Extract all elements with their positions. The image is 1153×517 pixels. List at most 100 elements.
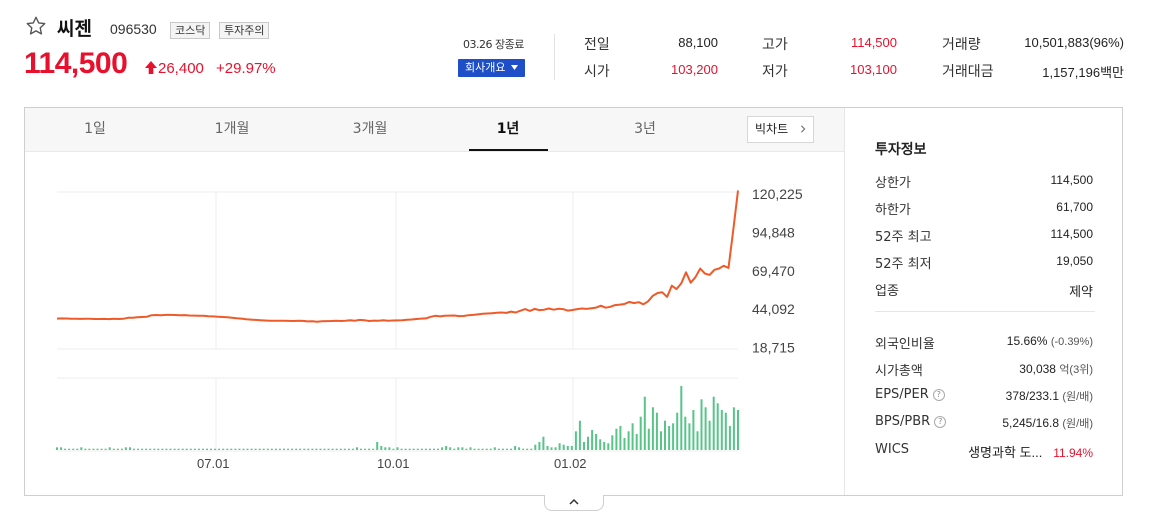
bps-pbr-text: BPS/PBR [875,414,931,429]
side-divider [875,311,1095,312]
volume-bar [242,448,245,450]
volume-bar [92,448,95,450]
volume-bar [129,447,131,450]
volume-bar [672,423,675,450]
volume-bar [84,448,87,450]
volume-bar [76,448,79,450]
volume-bar [343,448,346,450]
volume-bar [437,448,439,450]
volume-bar [591,430,594,450]
volume-bar [230,448,233,450]
volume-bar [396,447,399,450]
upper-limit-value: 114,500 [1050,173,1094,187]
tab-3year[interactable]: 3년 [634,121,656,137]
industry-label: 업종 [875,284,899,299]
y-tick-label: 120,225 [752,186,803,202]
volume-bar [392,448,395,450]
volume-bar [465,448,468,450]
volume-bar [145,448,148,450]
stock-name: 씨젠 [57,18,92,40]
volume-bar [189,448,192,450]
high-value: 114,500 [850,35,897,50]
tab-1month[interactable]: 1개월 [214,121,250,137]
volume-bar [655,412,658,450]
volume-bar [550,447,553,450]
volume-bar [400,448,403,450]
volume-bar [700,399,703,450]
tab-1year[interactable]: 1년 [496,121,520,137]
volume-bar [368,448,371,450]
volume-bar [615,428,618,450]
volume-bar [250,448,253,450]
volume-bar [554,447,557,450]
volume-bar [206,448,208,450]
tab-3month[interactable]: 3개월 [352,121,388,137]
help-icon[interactable]: ? [932,389,945,401]
help-icon[interactable]: ? [934,416,947,428]
volume-bar [173,448,176,450]
volume-bar [210,448,212,450]
volume-bar [197,448,200,450]
volume-bar [514,446,517,450]
volume-bar [631,423,634,450]
collapse-chart-button[interactable] [544,495,604,511]
volume-bar [262,448,265,450]
volume-bar [538,442,541,450]
volume-bar [222,448,225,450]
low-label: 저가 [762,64,788,80]
volume-bar [566,446,569,450]
volume-bar [274,448,277,450]
volume-bar [246,448,249,450]
volume-bar [388,447,391,450]
volume-bar [676,412,679,450]
volume-bar [732,407,735,450]
volume-bar [364,448,367,450]
volume-bar [619,426,622,450]
volume-bar [416,448,419,450]
foreign-ratio-label: 외국인비율 [875,337,935,352]
company-overview-button[interactable]: 회사개요 [458,59,525,77]
wics-value[interactable]: 생명과학 도... 11.94% [968,442,1093,461]
volume-bar [489,448,492,450]
volume-bar [177,448,180,450]
volume-bar [185,448,188,450]
volume-bar [623,438,626,450]
x-tick-label: 01.02 [554,456,587,471]
volume-bar [96,448,99,450]
volume-bar [266,448,269,450]
volume-bar [595,434,598,450]
market-close-status: 03.26 장종료 [463,38,524,51]
company-overview-label: 회사개요 [465,61,506,74]
price-chart[interactable]: 120,225 94,848 69,470 44,092 18,715 07.01 10.0… [25,152,844,495]
volume-bar [607,443,610,450]
eps-per-number: 378/233.1 [1005,389,1060,403]
y-tick-label: 18,715 [752,340,795,356]
chart-panel: 1일 1개월 3개월 1년 3년 빅차트 120,225 94,848 69,470… [24,107,1123,496]
volume-bar [583,442,585,450]
favorite-star-icon[interactable] [25,15,47,37]
volume-bar [696,431,699,450]
52w-low-value: 19,050 [1056,254,1093,268]
volume-bar [546,446,549,450]
period-tabs: 1일 1개월 3개월 1년 3년 빅차트 [25,108,844,152]
volume-bar [558,443,561,450]
bigchart-button[interactable]: 빅차트 [747,116,814,143]
prev-close-label: 전일 [584,37,610,53]
volume-bar [218,448,221,450]
volume-bar [319,448,322,450]
volume-bar [603,442,606,450]
volume-bar [120,448,123,450]
volume-bar [441,447,444,450]
tab-1day[interactable]: 1일 [84,121,106,137]
volume-bar [424,448,427,450]
volume-bar [704,407,707,450]
volume-bar [716,403,719,450]
volume-bar [684,416,687,450]
market-cap-label: 시가총액 [875,364,923,379]
volume-bar [295,448,298,450]
foreign-ratio-value: 15.66% (-0.39%) [1007,334,1093,348]
volume-bar [68,448,71,450]
volume-bar [668,426,671,450]
volume-bar [201,448,204,450]
volume-bar [574,431,577,450]
